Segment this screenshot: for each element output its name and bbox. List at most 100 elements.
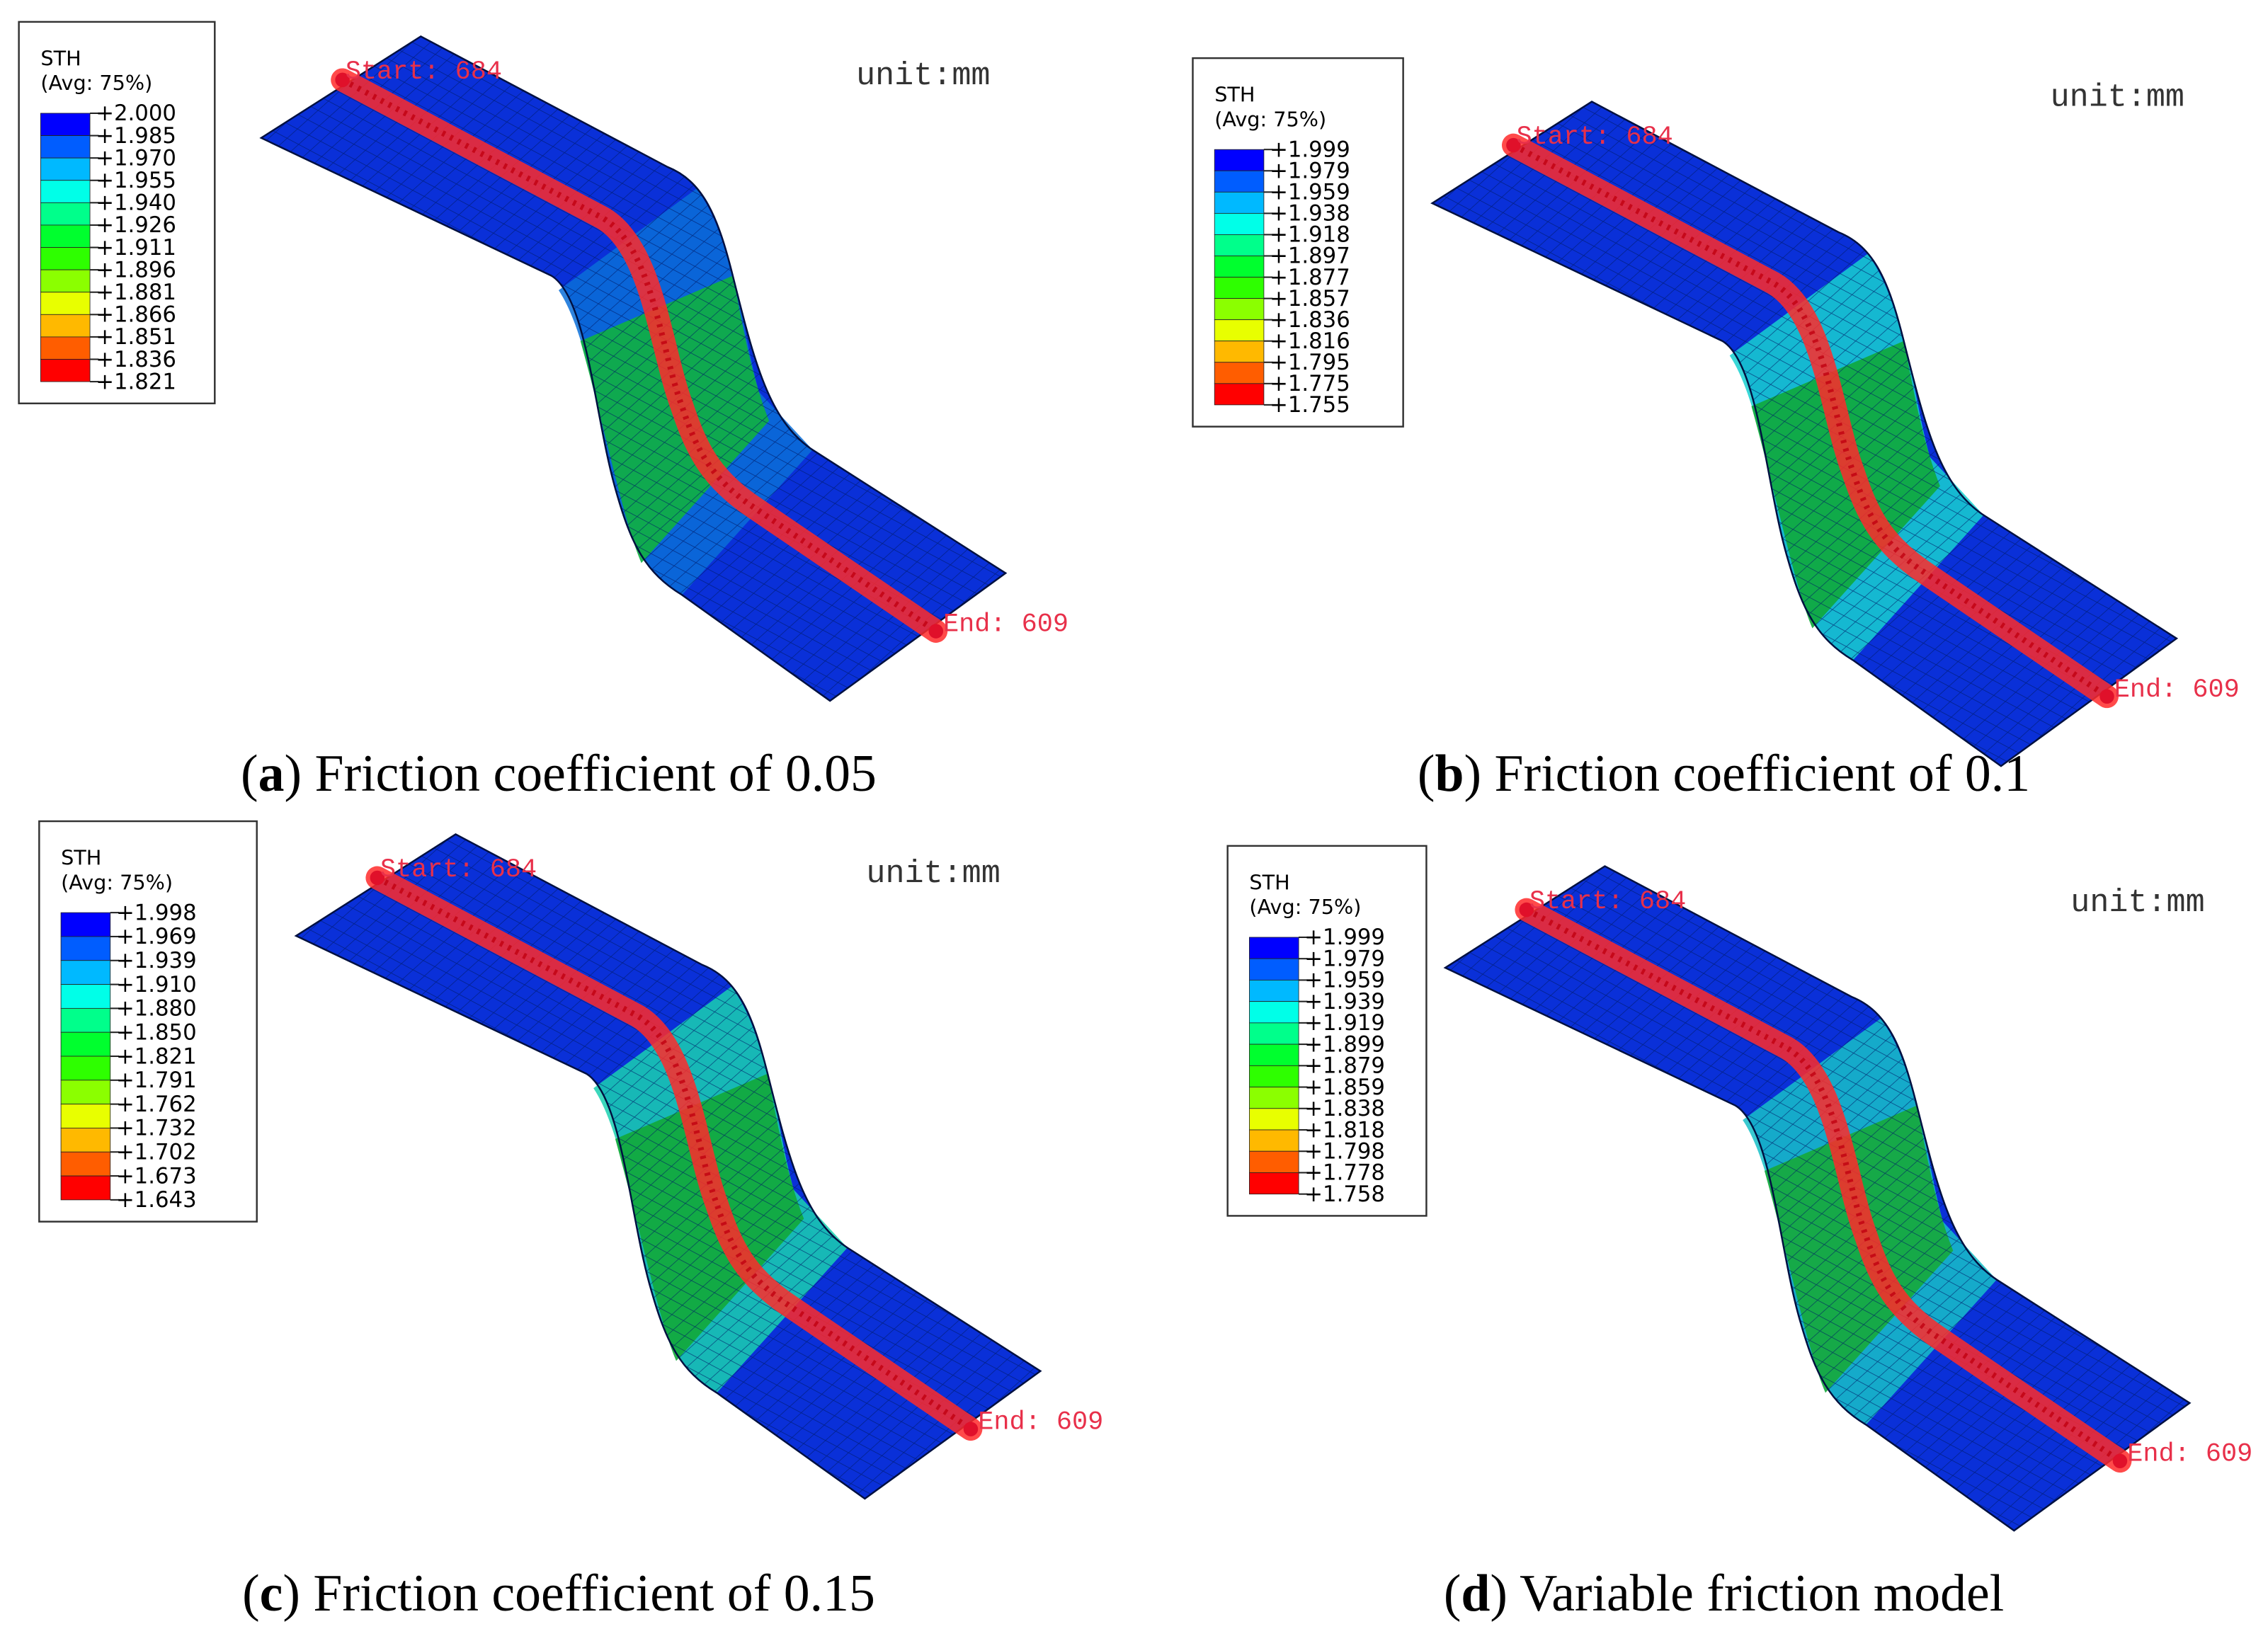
caption-part: ) Friction coefficient of 0.1 xyxy=(1464,744,2031,802)
legend-label: +1.959 xyxy=(1304,968,1385,993)
legend-swatch xyxy=(40,224,91,248)
plate-model: Start: 684 End: 609 xyxy=(1443,865,2252,1532)
legend-swatch xyxy=(60,984,111,1009)
legend-swatch xyxy=(40,336,91,360)
plate-model: Start: 684 End: 609 xyxy=(294,833,1103,1500)
end-label: End: 609 xyxy=(2114,675,2240,705)
caption-part: d xyxy=(1461,1564,1490,1622)
legend-swatch xyxy=(60,936,111,961)
path-band xyxy=(1515,898,2132,1473)
legend-swatch xyxy=(1214,383,1265,406)
end-label: End: 609 xyxy=(978,1408,1103,1438)
legend-label: +1.850 xyxy=(116,1019,197,1045)
legend-swatch xyxy=(1249,958,1299,980)
legend-label: +1.816 xyxy=(1270,328,1350,354)
legend-swatch xyxy=(1214,212,1265,235)
legend-swatch xyxy=(40,157,91,181)
legend-label: +1.985 xyxy=(96,123,176,149)
path-end xyxy=(963,1422,979,1436)
legend-title: STH xyxy=(1249,870,1289,894)
path-start xyxy=(1506,137,1521,153)
legend-swatch xyxy=(1249,1172,1299,1195)
legend-swatch xyxy=(1214,256,1265,278)
end-label: End: 609 xyxy=(943,610,1069,640)
legend-label: +1.926 xyxy=(96,212,176,238)
start-label: Start: 684 xyxy=(380,855,537,885)
legend-label: +1.758 xyxy=(1304,1182,1385,1207)
legend-label: +1.919 xyxy=(1304,1010,1385,1036)
unit-label: unit:mm xyxy=(866,855,1000,892)
legend-swatch xyxy=(1249,1150,1299,1173)
plate-outline xyxy=(294,833,1042,1500)
legend-swatch xyxy=(1249,1108,1299,1131)
legend-label: +1.673 xyxy=(116,1163,197,1189)
legend-label: +1.998 xyxy=(116,900,197,925)
legend-label: +1.979 xyxy=(1270,159,1350,184)
legend-label: +1.979 xyxy=(1304,946,1385,971)
legend: STH(Avg: 75%)+2.000+1.985+1.970+1.955+1.… xyxy=(18,21,216,405)
caption: (d) Variable friction model xyxy=(1444,1564,2004,1622)
legend-label: +1.755 xyxy=(1270,392,1350,418)
legend-label: +1.970 xyxy=(96,145,176,171)
legend-swatch xyxy=(1249,937,1299,959)
path-end xyxy=(2112,1453,2128,1468)
legend-label: +1.818 xyxy=(1304,1117,1385,1143)
legend-swatch xyxy=(40,292,91,315)
legend-swatch xyxy=(1214,234,1265,256)
legend: STH(Avg: 75%)+1.998+1.969+1.939+1.910+1.… xyxy=(38,820,258,1223)
legend-label: +1.762 xyxy=(116,1092,197,1117)
plate-model: Start: 684 End: 609 xyxy=(259,35,1069,702)
caption-part: a xyxy=(258,744,285,802)
legend-swatch xyxy=(60,1056,111,1081)
legend-swatch xyxy=(1249,1001,1299,1024)
unit-label: unit:mm xyxy=(856,57,990,94)
caption-part: ) Friction coefficient of 0.15 xyxy=(283,1564,874,1622)
legend-label: +1.881 xyxy=(96,280,176,305)
legend-swatch xyxy=(1214,319,1265,342)
legend-swatch xyxy=(1214,149,1265,171)
legend-label: +1.851 xyxy=(96,324,176,350)
legend-label: +1.955 xyxy=(96,168,176,193)
legend-label: +1.838 xyxy=(1304,1096,1385,1121)
plate-outline xyxy=(1443,865,2192,1532)
legend-label: +1.959 xyxy=(1270,180,1350,205)
legend-label: +1.821 xyxy=(116,1044,197,1069)
legend-swatch xyxy=(60,1104,111,1128)
legend-subtitle: (Avg: 75%) xyxy=(1214,107,1326,131)
path-end xyxy=(2099,689,2114,704)
legend-swatch xyxy=(40,269,91,293)
path-start xyxy=(370,870,385,886)
legend-swatch xyxy=(40,359,91,382)
legend-swatch xyxy=(1214,341,1265,363)
legend-label: +1.732 xyxy=(116,1116,197,1141)
plate-mesh xyxy=(261,36,1006,701)
start-label: Start: 684 xyxy=(1529,887,1686,917)
legend-label: +1.918 xyxy=(1270,222,1350,248)
legend-label: +1.899 xyxy=(1304,1031,1385,1057)
legend-label: +1.702 xyxy=(116,1140,197,1165)
legend-label: +1.775 xyxy=(1270,371,1350,396)
plate-model: Start: 684 End: 609 xyxy=(1430,101,2240,767)
legend-swatch xyxy=(60,1151,111,1177)
legend-label: +1.896 xyxy=(96,257,176,282)
legend-swatch xyxy=(60,912,111,937)
legend-label: +1.877 xyxy=(1270,265,1350,290)
legend-title: STH xyxy=(40,46,81,70)
legend-label: +1.938 xyxy=(1270,201,1350,227)
legend-label: +1.910 xyxy=(116,972,197,997)
caption-part: ( xyxy=(1418,744,1435,802)
legend-swatch xyxy=(40,314,91,338)
legend-swatch xyxy=(1214,191,1265,214)
caption-part: b xyxy=(1435,744,1464,802)
legend-swatch xyxy=(1214,170,1265,193)
legend-label: +1.897 xyxy=(1270,244,1350,269)
legend-label: +1.911 xyxy=(96,235,176,261)
plate-mesh xyxy=(296,834,1041,1499)
legend-swatch xyxy=(40,202,91,226)
legend-label: +1.939 xyxy=(116,948,197,973)
legend-label: +1.643 xyxy=(116,1187,197,1213)
legend-swatch xyxy=(40,180,91,203)
caption-part: ) Variable friction model xyxy=(1490,1564,2004,1622)
